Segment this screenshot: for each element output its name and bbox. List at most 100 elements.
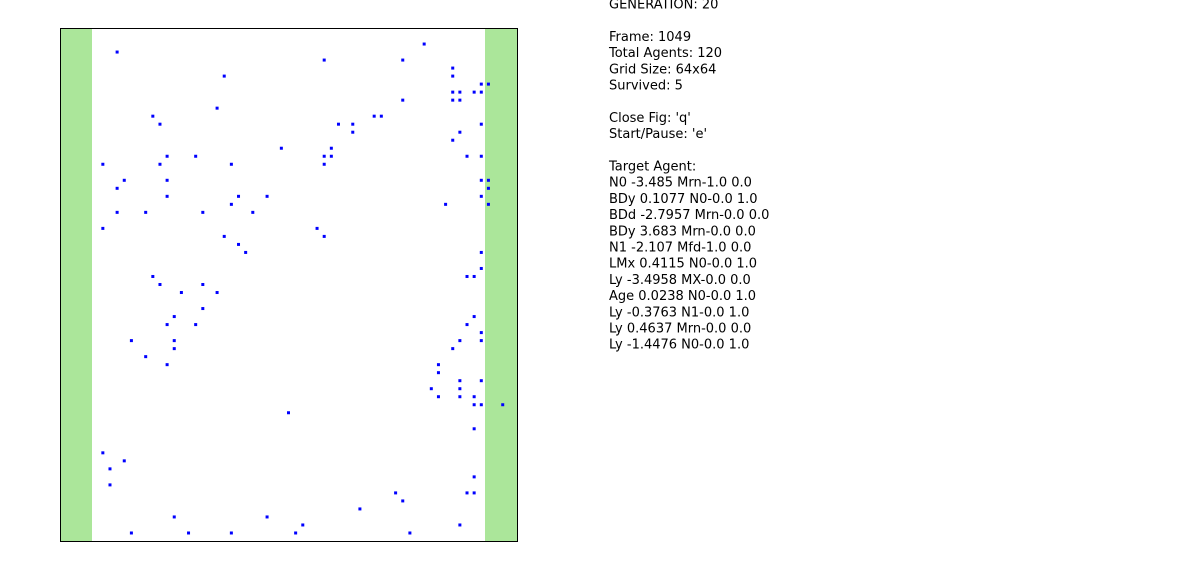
agent xyxy=(472,427,476,431)
agent xyxy=(472,274,476,278)
info-line: BDd -2.7957 Mrn-0.0 0.0 xyxy=(609,208,769,223)
agent xyxy=(108,483,112,487)
agent xyxy=(322,162,326,166)
agent xyxy=(436,395,440,399)
agent xyxy=(458,387,462,391)
agent xyxy=(501,403,505,407)
agent xyxy=(486,202,490,206)
agent xyxy=(472,90,476,94)
agent xyxy=(451,347,455,351)
agent xyxy=(122,178,126,182)
agent xyxy=(237,194,241,198)
agent xyxy=(194,323,198,327)
agent xyxy=(479,339,483,343)
agent xyxy=(179,291,183,295)
agent xyxy=(322,58,326,62)
agent xyxy=(229,531,233,535)
agent xyxy=(144,210,148,214)
agent xyxy=(151,274,155,278)
agent xyxy=(101,226,105,230)
info-line: Start/Pause: 'e' xyxy=(609,127,707,142)
agent xyxy=(436,363,440,367)
agent xyxy=(222,74,226,78)
agent xyxy=(294,531,298,535)
agent xyxy=(458,379,462,383)
info-line: Ly -3.4958 MX-0.0 0.0 xyxy=(609,273,751,288)
agent xyxy=(279,146,283,150)
agent xyxy=(322,234,326,238)
agent xyxy=(115,50,119,54)
info-line: Ly -1.4476 N0-0.0 1.0 xyxy=(609,338,749,353)
agent xyxy=(129,531,133,535)
axes xyxy=(60,28,517,541)
agent xyxy=(244,250,248,254)
agent xyxy=(458,98,462,102)
agent xyxy=(458,523,462,527)
agent xyxy=(165,194,169,198)
agent xyxy=(201,283,205,286)
agent xyxy=(465,491,469,495)
agent xyxy=(479,331,483,335)
agent xyxy=(479,266,483,270)
agent xyxy=(158,162,162,166)
info-line: Survived: 5 xyxy=(609,79,683,94)
info-line: N0 -3.485 Mrn-1.0 0.0 xyxy=(609,176,752,191)
agent xyxy=(165,363,169,367)
agent xyxy=(479,90,483,94)
agent xyxy=(108,467,112,471)
agent xyxy=(322,154,326,158)
agent xyxy=(237,242,241,246)
agent xyxy=(472,475,476,479)
agents xyxy=(101,42,505,535)
axes-frame xyxy=(60,28,518,542)
info-line: Age 0.0238 N0-0.0 1.0 xyxy=(609,289,756,304)
agent xyxy=(472,315,476,319)
agent xyxy=(144,355,148,359)
agent xyxy=(451,90,455,94)
agent xyxy=(229,202,233,206)
agent xyxy=(215,291,219,295)
agent xyxy=(444,202,448,206)
info-line: Target Agent: xyxy=(608,160,696,175)
agent xyxy=(101,162,105,166)
agent xyxy=(401,98,405,102)
info-line: Close Fig: 'q' xyxy=(609,111,691,126)
agent xyxy=(336,122,340,126)
agent xyxy=(265,515,269,519)
agent xyxy=(436,371,440,375)
agent xyxy=(458,130,462,134)
agent xyxy=(458,395,462,399)
agent xyxy=(458,339,462,343)
agent xyxy=(479,250,483,254)
info-line: Frame: 1049 xyxy=(609,30,691,45)
agent xyxy=(351,122,355,126)
agent xyxy=(172,339,176,343)
info-line: Ly 0.4637 Mrn-0.0 0.0 xyxy=(609,322,751,337)
info-line: BDy 3.683 Mrn-0.0 0.0 xyxy=(609,224,756,239)
agent xyxy=(379,114,383,118)
agent xyxy=(479,403,483,407)
info-line: BDy 0.1077 N0-0.0 1.0 xyxy=(609,192,758,207)
agent xyxy=(172,347,176,351)
agent xyxy=(472,491,476,495)
agent xyxy=(479,122,483,126)
agent xyxy=(229,162,233,166)
agent xyxy=(165,323,169,327)
agent xyxy=(451,138,455,142)
agent xyxy=(465,274,469,278)
agent xyxy=(101,451,105,455)
info-line: Grid Size: 64x64 xyxy=(609,62,716,77)
agent xyxy=(486,186,490,190)
agent xyxy=(358,507,362,511)
agent xyxy=(429,387,433,391)
agent xyxy=(408,531,412,535)
agent xyxy=(329,146,333,150)
agent xyxy=(165,178,169,182)
agent xyxy=(265,194,269,198)
info-line: Total Agents: 120 xyxy=(608,46,722,61)
agent xyxy=(165,154,169,158)
agent xyxy=(451,98,455,102)
agent xyxy=(486,178,490,182)
